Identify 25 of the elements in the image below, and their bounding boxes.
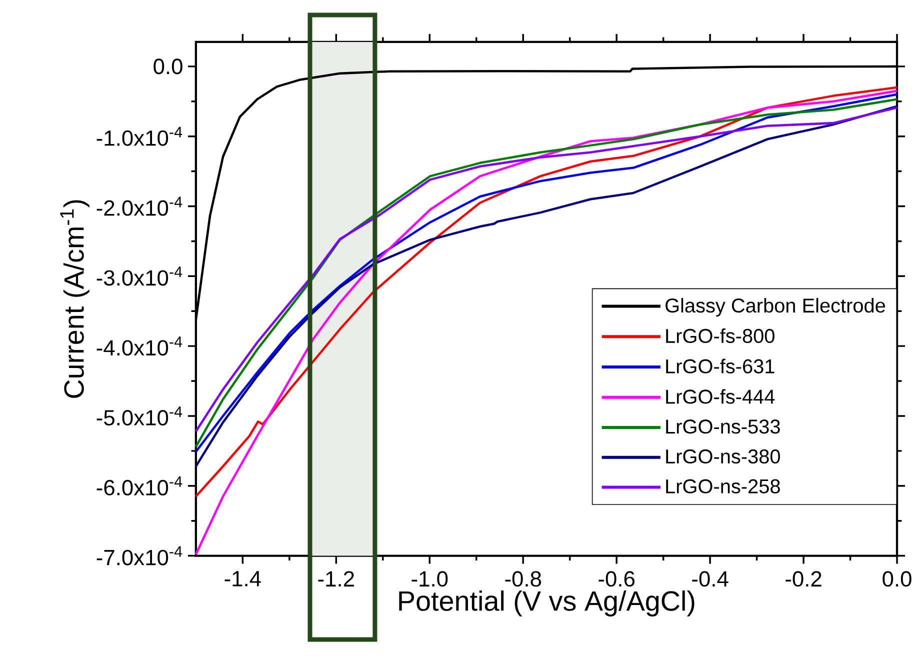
x-tick-label: -1.2 bbox=[318, 570, 354, 586]
legend-label: LrGO-fs-800 bbox=[666, 328, 774, 343]
y-axis-title: Current (A/cm$^{-1}$) bbox=[60, 200, 90, 398]
legend-label: Glassy Carbon Electrode bbox=[666, 298, 886, 316]
y-tick-label: -2.0x10$^{-4}$ bbox=[96, 196, 182, 216]
y-tick-label: -6.0x10$^{-4}$ bbox=[96, 476, 182, 496]
x-axis-title: Potential (V vs Ag/AgCl) bbox=[399, 590, 694, 616]
x-tick-label: -0.6 bbox=[598, 570, 634, 586]
y-tick-label: -5.0x10$^{-4}$ bbox=[96, 406, 182, 426]
x-tick-label: -0.8 bbox=[505, 570, 542, 586]
x-tick-label: -0.2 bbox=[786, 570, 822, 586]
y-tick-label: -4.0x10$^{-4}$ bbox=[96, 336, 182, 356]
y-tick-label: -7.0x10$^{-4}$ bbox=[96, 546, 182, 566]
y-tick-label: -1.0x10$^{-4}$ bbox=[96, 126, 182, 146]
legend-label: LrGO-fs-444 bbox=[666, 388, 775, 404]
x-tick-label: -1.0 bbox=[412, 570, 448, 586]
y-tick-label: 0.0 bbox=[154, 58, 182, 74]
x-tick-label: 0.0 bbox=[882, 570, 912, 586]
legend-label: LrGO-ns-380 bbox=[666, 449, 780, 464]
legend-label: LrGO-ns-258 bbox=[666, 479, 780, 494]
x-tick-label: -0.4 bbox=[692, 570, 728, 586]
legend-label: LrGO-ns-533 bbox=[666, 419, 780, 434]
legend-label: LrGO-fs-631 bbox=[666, 358, 774, 374]
x-tick-label: -1.4 bbox=[224, 570, 261, 586]
y-tick-label: -3.0x10$^{-4}$ bbox=[96, 266, 182, 286]
